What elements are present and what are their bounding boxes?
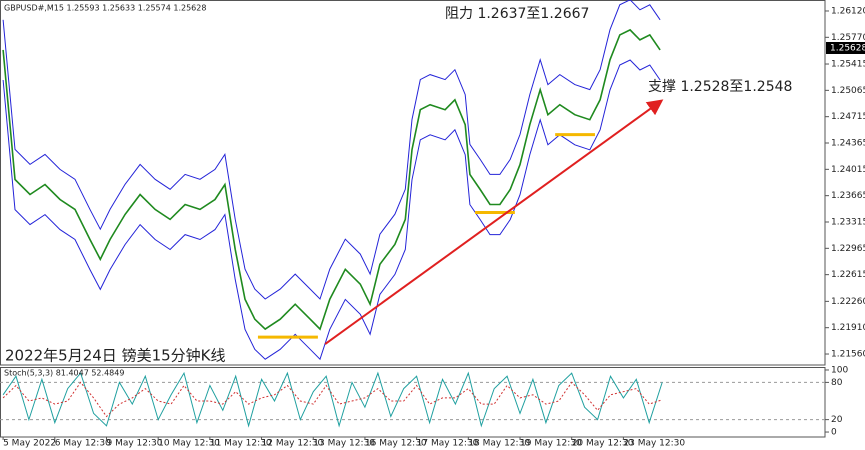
y-tick-label: 1.23665 xyxy=(831,191,865,201)
series-line xyxy=(2,28,661,331)
x-tick-label: 11 May 12:30 xyxy=(210,439,272,449)
x-tick-label: 18 May 12:30 xyxy=(468,439,530,449)
support-note: 支撑 1.2528至1.2548 xyxy=(648,79,792,95)
y-tick-label: 1.22260 xyxy=(831,297,865,307)
y-tick-label: 80 xyxy=(831,378,843,388)
chart-caption: 2022年5月24日 镑美15分钟K线 xyxy=(5,347,226,365)
main-plot xyxy=(2,0,664,361)
y-tick-label: 100 xyxy=(831,365,848,375)
y-tick-label: 1.21560 xyxy=(831,350,865,360)
y-tick-label: 1.23315 xyxy=(831,217,865,227)
axes: 1.26120 1.25770 1.25415 1.25065 1.24715 1.243… xyxy=(2,6,865,449)
x-tick-label: 10 May 12:30 xyxy=(158,439,220,449)
y-tick-label: 0 xyxy=(831,428,837,438)
y-tick-label: 1.22965 xyxy=(831,244,865,254)
symbol-label: GBPUSD#,M15 1.25593 1.25633 1.25574 1.25… xyxy=(4,4,206,13)
series-line xyxy=(2,381,663,418)
x-tick-label: 12 May 12:30 xyxy=(262,439,324,449)
y-tick-label: 1.25770 xyxy=(831,33,865,43)
stoch-plot xyxy=(0,371,825,428)
resistance-note: 阻力 1.2637至1.2667 xyxy=(445,6,589,22)
y-tick-label: 1.26120 xyxy=(831,6,865,16)
price-tag xyxy=(826,41,865,54)
y-tick-label: 1.21910 xyxy=(831,323,865,333)
y-tick-label: 1.22615 xyxy=(831,270,865,280)
y-tick-label: 1.25415 xyxy=(831,60,865,70)
series-line xyxy=(2,59,661,361)
y-tick-label: 1.24365 xyxy=(831,139,865,149)
stoch-label: Stoch(5,3,3) 81.4047 52.4849 xyxy=(4,369,124,378)
price-tag-label: 1.25628 xyxy=(830,43,865,53)
x-tick-label: 13 May 12:30 xyxy=(313,439,375,449)
stoch-panel xyxy=(0,367,826,438)
y-tick-label: 1.25065 xyxy=(831,86,865,96)
y-tick-label: 1.24715 xyxy=(831,112,865,122)
x-tick-label: 19 May 12:30 xyxy=(520,439,582,449)
main-panel xyxy=(0,0,826,366)
x-tick-label: 5 May 2022 xyxy=(3,439,56,449)
x-tick-label: 16 May 12:30 xyxy=(365,439,427,449)
x-tick-label: 20 May 12:30 xyxy=(572,439,634,449)
x-tick-label: 17 May 12:30 xyxy=(417,439,479,449)
trend-line xyxy=(324,99,664,345)
x-tick-label: 23 May 12:30 xyxy=(623,439,685,449)
x-tick-label: 9 May 12:30 xyxy=(106,439,162,449)
y-tick-label: 1.24015 xyxy=(831,165,865,175)
x-tick-label: 6 May 12:30 xyxy=(55,439,111,449)
series-line xyxy=(2,0,661,300)
series-line xyxy=(2,371,663,428)
y-tick-label: 20 xyxy=(831,415,843,425)
